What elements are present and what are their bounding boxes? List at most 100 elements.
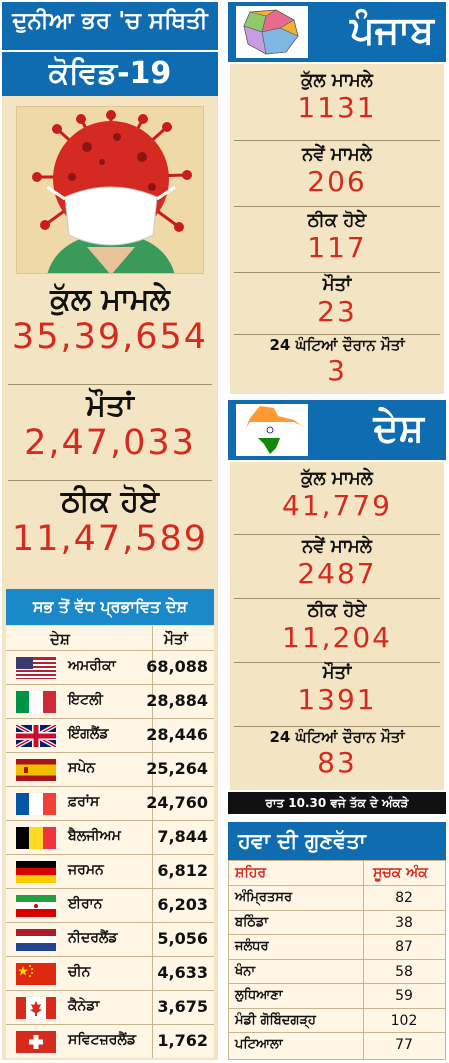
country-name: ਕੈਨੇਡਾ xyxy=(68,998,100,1014)
city-name: ਖੰਨਾ xyxy=(235,963,256,979)
country-total-cases: ਕੁੱਲ ਮਾਮਲੇ 41,779 xyxy=(230,468,444,522)
country-name: ਜਰਮਨ xyxy=(68,862,104,878)
stat-value: 2487 xyxy=(297,557,377,590)
country-deaths: 7,844 xyxy=(157,827,208,846)
switzerland-flag-icon xyxy=(16,1031,56,1053)
divider xyxy=(234,334,440,335)
stat-value: 1131 xyxy=(297,91,377,124)
stat-label: 24 ਘੰਟਿਆਂ ਦੌਰਾਨ ਮੌਤਾਂ xyxy=(269,336,405,354)
france-flag-icon xyxy=(16,793,56,815)
air-quality-row: ਮੰਡੀ ਗੋਬਿੰਦਗੜ੍ਹ 102 xyxy=(229,1007,445,1032)
air-quality-index: 38 xyxy=(395,914,413,931)
city-name: ਅੰਮ੍ਰਿਤਸਰ xyxy=(235,890,293,905)
punjab-deaths: ਮੌਤਾਂ 23 xyxy=(230,274,444,328)
index-column-header: ਸੂਚਕ ਅੰਕ xyxy=(373,865,428,881)
country-row: ਈਰਾਨ 6,203 xyxy=(6,888,214,920)
stat-label: ਮੌਤਾਂ xyxy=(86,388,134,423)
stat-label: ਕੁੱਲ ਮਾਮਲੇ xyxy=(50,282,170,317)
country-row: ਇਟਲੀ 28,884 xyxy=(6,684,214,716)
country-row: ਕੈਨੇਡਾ 3,675 xyxy=(6,990,214,1022)
city-name: ਬਠਿੰਡਾ xyxy=(235,914,269,930)
country-name: ਸਪੇਨ xyxy=(68,760,96,776)
stat-label: ਠੀਕ ਹੋਏ xyxy=(307,210,367,231)
stat-value: 2,47,033 xyxy=(24,423,196,463)
country-deaths: 5,056 xyxy=(157,929,208,948)
country-name: ਫ਼ਰਾਂਸ xyxy=(68,794,100,810)
country-name: ਬੈਲਜੀਅਮ xyxy=(68,828,121,844)
stat-label: 24 ਘੰਟਿਆਂ ਦੌਰਾਨ ਮੌਤਾਂ xyxy=(269,728,405,746)
deaths-column-header: ਮੌਤਾਂ xyxy=(164,630,188,648)
country-row: ਨੀਦਰਲੈਂਡ 5,056 xyxy=(6,922,214,954)
stat-value: 23 xyxy=(317,295,357,328)
country-header: ਦੇਸ਼ xyxy=(228,400,446,460)
country-panel: ਕੁੱਲ ਮਾਮਲੇ 41,779 ਨਵੇਂ ਮਾਮਲੇ 2487 ਠੀਕ ਹੋ… xyxy=(230,462,444,790)
country-name: ਨੀਦਰਲੈਂਡ xyxy=(68,930,118,946)
stat-label: ਠੀਕ ਹੋਏ xyxy=(60,484,159,519)
air-quality-row: ਬਠਿੰਡਾ 38 xyxy=(229,909,445,934)
country-new-cases: ਨਵੇਂ ਮਾਮਲੇ 2487 xyxy=(230,536,444,590)
countries-table: ਦੇਸ਼ ਮੌਤਾਂ ਅਮਰੀਕਾ 68,088 ਇਟਲੀ 28,884 ਇੰਗਲੈਂਡ… xyxy=(6,626,214,1058)
air-quality-title: ਹਵਾ ਦੀ ਗੁਣਵੱਤਾ xyxy=(228,822,446,860)
air-quality-index: 102 xyxy=(390,1012,418,1029)
country-title: ਦੇਸ਼ xyxy=(373,406,424,450)
stat-value: 35,39,654 xyxy=(11,317,209,357)
stat-label: ਠੀਕ ਹੋਏ xyxy=(307,600,367,621)
column-divider xyxy=(363,861,364,1059)
stat-value: 1391 xyxy=(297,683,377,716)
country-row: ਸਪੇਨ 25,264 xyxy=(6,752,214,784)
stat-value: 41,779 xyxy=(282,489,392,522)
stat-label: ਕੁੱਲ ਮਾਮਲੇ xyxy=(301,70,373,91)
city-column-header: ਸ਼ਹਿਰ xyxy=(235,865,267,881)
punjab-total-cases: ਕੁੱਲ ਮਾਮਲੇ 1131 xyxy=(230,70,444,124)
country-deaths: 3,675 xyxy=(157,997,208,1016)
punjab-header: ਪੰਜਾਬ xyxy=(228,2,446,62)
country-row: ਬੈਲਜੀਅਮ 7,844 xyxy=(6,820,214,852)
country-name: ਈਰਾਨ xyxy=(68,896,103,912)
stat-label: ਨਵੇਂ ਮਾਮਲੇ xyxy=(302,536,372,557)
country-deaths: 68,088 xyxy=(146,657,208,676)
country-row: ਅਮਰੀਕਾ 68,088 xyxy=(6,650,214,682)
world-recovered: ਠੀਕ ਹੋਏ 11,47,589 xyxy=(2,484,218,559)
air-quality-index: 59 xyxy=(395,988,413,1004)
punjab-new-cases: ਨਵੇਂ ਮਾਮਲੇ 206 xyxy=(230,144,444,198)
divider xyxy=(234,140,440,141)
divider xyxy=(234,534,440,535)
divider xyxy=(234,598,440,599)
country-deaths: 25,264 xyxy=(146,759,208,778)
country-name: ਚੀਨ xyxy=(68,964,91,980)
air-quality-index: 58 xyxy=(395,963,413,980)
divider xyxy=(234,206,440,207)
germany-flag-icon xyxy=(16,861,56,883)
china-flag-icon xyxy=(16,963,56,985)
netherlands-flag-icon xyxy=(16,929,56,951)
usa-flag-icon xyxy=(16,657,56,679)
india-map-icon xyxy=(236,404,308,456)
city-name: ਜਲੰਧਰ xyxy=(235,939,269,954)
punjab-deaths-24h: 24 ਘੰਟਿਆਂ ਦੌਰਾਨ ਮੌਤਾਂ 3 xyxy=(230,336,444,387)
air-quality-index: 77 xyxy=(395,1037,413,1053)
air-quality-row: ਖੰਨਾ 58 xyxy=(229,958,445,983)
belgium-flag-icon xyxy=(16,827,56,849)
world-total-cases: ਕੁੱਲ ਮਾਮਲੇ 35,39,654 xyxy=(2,282,218,357)
covid-title: ਕੋਵਿਡ-19 xyxy=(48,56,172,91)
country-row: ਸਵਿਟਜ਼ਰਲੈਂਡ 1,762 xyxy=(6,1024,214,1056)
stat-value: 11,47,589 xyxy=(11,519,209,559)
stat-value: 117 xyxy=(307,231,367,264)
punjab-recovered: ਠੀਕ ਹੋਏ 117 xyxy=(230,210,444,264)
country-deaths: 28,446 xyxy=(146,725,208,744)
country-deaths: 24,760 xyxy=(146,793,208,812)
country-deaths: 6,812 xyxy=(157,861,208,880)
country-name: ਇਟਲੀ xyxy=(68,692,103,708)
country-deaths: ਮੌਤਾਂ 1391 xyxy=(230,662,444,716)
divider xyxy=(234,726,440,727)
divider xyxy=(234,272,440,273)
stat-label: ਨਵੇਂ ਮਾਮਲੇ xyxy=(302,144,372,165)
data-timestamp-note: ਰਾਤ 10.30 ਵਜੇ ਤੱਕ ਦੇ ਅੰਕੜੇ xyxy=(228,792,446,814)
air-quality-index: 82 xyxy=(395,890,413,906)
stat-label: ਮੌਤਾਂ xyxy=(322,662,352,683)
countries-title: ਸਭ ਤੋਂ ਵੱਧ ਪ੍ਰਭਾਵਿਤ ਦੇਸ਼ xyxy=(6,589,214,625)
divider xyxy=(8,480,212,481)
header-divider xyxy=(2,50,218,52)
world-title: ਦੁਨੀਆ ਭਰ 'ਚ ਸਥਿਤੀ xyxy=(12,8,208,34)
air-quality-index: 87 xyxy=(395,939,413,955)
